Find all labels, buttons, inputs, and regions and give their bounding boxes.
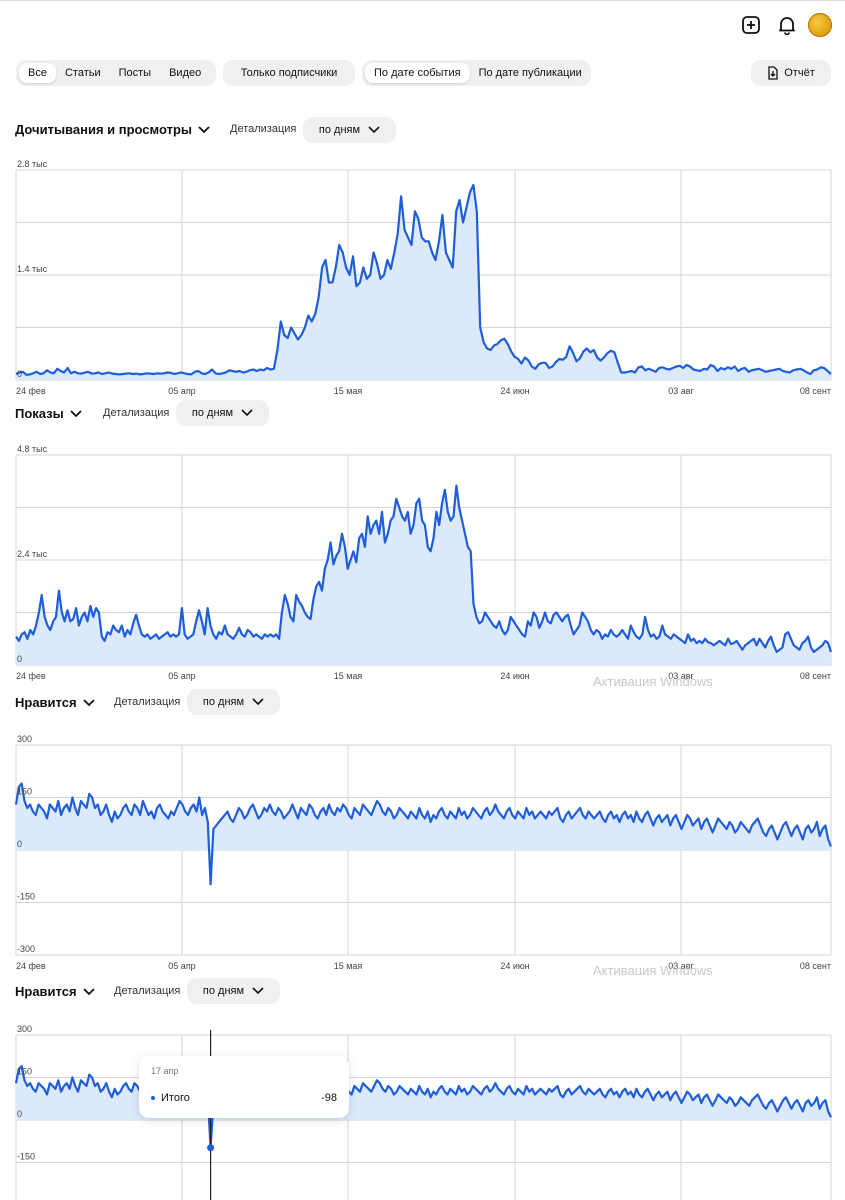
chevron-down-icon: [82, 698, 95, 706]
tooltip-label: Итого: [161, 1092, 190, 1104]
hover-point: [207, 1144, 215, 1152]
series-area: [16, 185, 831, 380]
chevron-down-icon: [198, 125, 210, 133]
detail-label: Детализация: [114, 696, 181, 708]
y-tick-label: -150: [17, 1152, 35, 1162]
content-type-filter: Все Статьи Посты Видео: [16, 60, 216, 86]
filter-posts[interactable]: Посты: [118, 67, 152, 79]
y-tick-label: -150: [17, 892, 35, 902]
x-tick-label: 08 сент: [800, 671, 831, 681]
series-dot: [151, 1096, 155, 1101]
chevron-down-icon: [70, 409, 82, 417]
x-tick-label: 24 фев: [16, 671, 46, 681]
series-area: [16, 783, 831, 885]
x-tick-label: 03 авг: [668, 386, 694, 396]
y-tick-label: 2.8 тыс: [17, 159, 48, 169]
x-tick-label: 05 апр: [168, 386, 195, 396]
date-mode-publication[interactable]: По дате публикации: [478, 67, 582, 79]
y-tick-label: 1.4 тыс: [17, 264, 48, 274]
x-tick-label: 03 авг: [668, 671, 694, 681]
section-title-reads[interactable]: Дочитывания и просмотры: [15, 122, 210, 137]
x-tick-label: 08 сент: [800, 961, 831, 971]
section-title-likes-2[interactable]: Нравится: [15, 984, 95, 999]
filter-articles[interactable]: Статьи: [64, 67, 101, 79]
y-tick-label: 300: [17, 1024, 32, 1034]
likes-chart[interactable]: -300 -150 0 150 300 24 фев 05 апр 15 мая 24 июн 0…: [0, 725, 845, 971]
detail-label: Детализация: [230, 123, 297, 135]
chevron-down-icon: [252, 698, 264, 706]
avatar[interactable]: [808, 13, 832, 37]
x-tick-label: 03 авг: [668, 961, 694, 971]
section-title-impressions[interactable]: Показы: [15, 406, 82, 421]
tooltip-row: Итого -98: [151, 1092, 337, 1104]
series-line: [15, 484, 833, 653]
x-tick-label: 15 мая: [334, 671, 363, 681]
bell-icon[interactable]: [774, 12, 800, 38]
y-tick-label: 0: [17, 654, 22, 664]
filter-video[interactable]: Видео: [169, 67, 202, 79]
detail-dropdown-reads[interactable]: по дням: [303, 117, 396, 143]
chevron-down-icon: [252, 987, 264, 995]
series-area: [16, 1066, 831, 1148]
y-tick-label: -300: [17, 944, 35, 954]
y-tick-label: 0: [17, 839, 22, 849]
y-tick-label: 2.4 тыс: [17, 549, 48, 559]
x-tick-label: 24 фев: [16, 961, 46, 971]
chevron-down-icon: [368, 126, 380, 134]
likes-chart-2[interactable]: -150 0 150 300: [0, 1015, 845, 1200]
x-tick-label: 05 апр: [168, 671, 195, 681]
plus-square-icon[interactable]: [738, 12, 764, 38]
x-tick-label: 24 июн: [500, 671, 529, 681]
detail-label: Детализация: [114, 985, 181, 997]
y-tick-label: 150: [17, 787, 32, 797]
impressions-chart[interactable]: 0 2.4 тыс 4.8 тыс 24 фев 05 апр 15 мая 24 июн 0…: [0, 435, 845, 681]
tooltip-value: -98: [321, 1092, 337, 1104]
reads-views-chart[interactable]: 0 1.4 тыс 2.8 тыс 24 фев 05 апр 15 мая 24 июн 0…: [0, 150, 845, 396]
date-mode-filter: По дате события По дате публикации: [362, 60, 591, 86]
windows-watermark: Активация Windows: [593, 963, 713, 975]
x-tick-label: 15 мая: [334, 386, 363, 396]
y-tick-label: 0: [17, 369, 22, 379]
tooltip-date: 17 апр: [151, 1066, 179, 1076]
date-mode-event[interactable]: По дате события: [365, 63, 470, 83]
y-tick-label: 150: [17, 1067, 32, 1077]
detail-dropdown-impressions[interactable]: по дням: [176, 400, 269, 426]
y-tick-label: 300: [17, 734, 32, 744]
x-tick-label: 08 сент: [800, 386, 831, 396]
detail-dropdown-likes-2[interactable]: по дням: [187, 978, 280, 1004]
filter-all[interactable]: Все: [19, 63, 56, 83]
y-tick-label: 4.8 тыс: [17, 444, 48, 454]
top-divider: [0, 0, 845, 1]
detail-dropdown-likes[interactable]: по дням: [187, 689, 280, 715]
detail-label: Детализация: [103, 407, 170, 419]
subscribers-only-filter[interactable]: Только подписчики: [223, 60, 355, 86]
section-title-likes[interactable]: Нравится: [15, 695, 95, 710]
x-tick-label: 24 июн: [500, 386, 529, 396]
series-area: [16, 485, 831, 665]
windows-watermark: Активация Windows: [593, 674, 713, 686]
y-tick-label: 0: [17, 1109, 22, 1119]
series-line: [14, 782, 833, 886]
chevron-down-icon: [241, 409, 253, 417]
x-tick-label: 15 мая: [334, 961, 363, 971]
x-tick-label: 05 апр: [168, 961, 195, 971]
report-button[interactable]: Отчёт: [751, 60, 831, 86]
series-line: [15, 183, 832, 376]
report-label: Отчёт: [784, 67, 815, 79]
x-tick-label: 24 фев: [16, 386, 46, 396]
x-tick-label: 24 июн: [500, 961, 529, 971]
chart-tooltip: 17 апр Итого -98: [139, 1056, 349, 1118]
chevron-down-icon: [82, 987, 95, 995]
subscribers-only-label: Только подписчики: [240, 67, 338, 79]
report-file-icon: [768, 66, 778, 80]
